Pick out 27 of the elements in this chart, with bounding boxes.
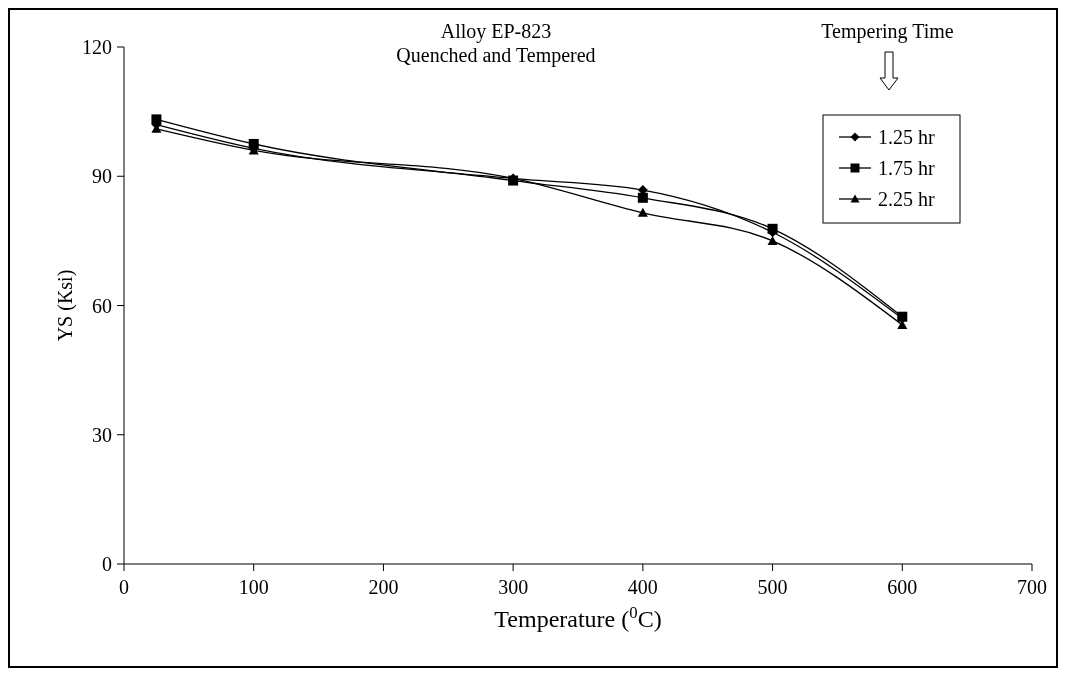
x-tick-label: 300 <box>498 576 529 598</box>
x-tick-label: 600 <box>887 576 918 598</box>
point <box>248 138 259 149</box>
point <box>637 207 648 217</box>
legend-label: 1.75 hr <box>878 157 935 179</box>
y-tick-label: 120 <box>82 36 112 58</box>
chart-subtitle: Quenched and Tempered <box>396 44 596 67</box>
x-tick-label: 500 <box>757 576 788 598</box>
legend-title: Tempering Time <box>821 20 954 43</box>
legend-label: 1.25 hr <box>878 126 935 148</box>
point <box>637 192 648 203</box>
x-tick-label: 0 <box>119 576 129 598</box>
y-tick-label: 90 <box>92 165 112 188</box>
x-axis-title: Temperature ($^{0}$C) <box>494 602 662 632</box>
x-tick-label: 400 <box>627 576 658 598</box>
y-tick-label: 30 <box>92 423 112 446</box>
point <box>767 223 778 234</box>
point <box>767 235 778 245</box>
legend-label: 2.25 hr <box>878 188 935 210</box>
y-tick-label: 0 <box>102 553 112 575</box>
chart-title: Alloy EP-823 <box>440 20 552 43</box>
y-axis-title: YS (Ksi) <box>54 269 77 342</box>
point <box>151 114 162 125</box>
x-tick-label: 100 <box>238 576 269 598</box>
x-tick-label: 200 <box>368 576 399 598</box>
x-tick-label: 700 <box>1017 576 1047 598</box>
y-tick-label: 60 <box>92 294 112 317</box>
